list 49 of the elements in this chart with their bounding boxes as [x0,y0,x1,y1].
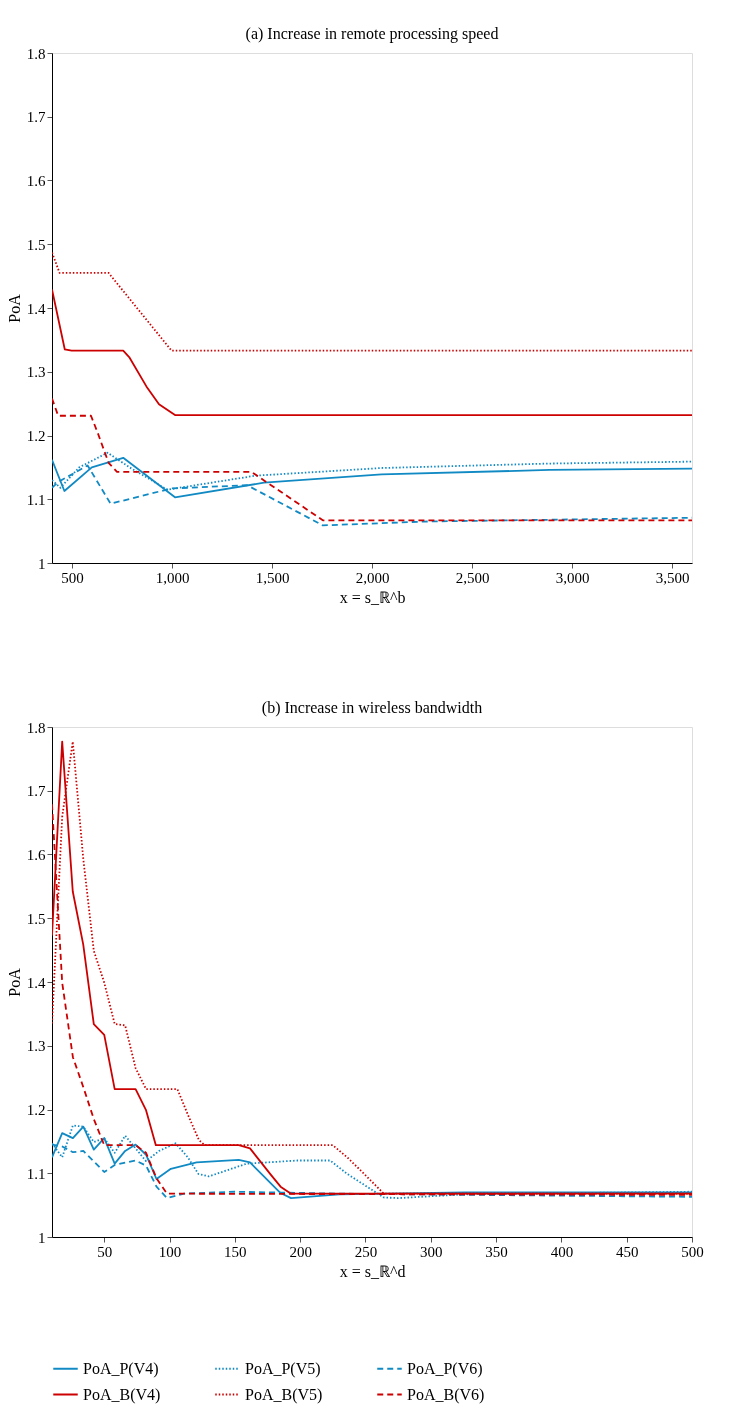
legend-label: PoA_P(V4) [83,1359,159,1378]
y-tick-label: 1.7 [26,109,46,126]
y-tick-label: 1.6 [26,173,46,189]
y-tick-label: 1 [38,555,46,572]
x-axis-title: x = s_ℝ^b [339,588,406,606]
legend-label: PoA_P(V6) [407,1359,483,1378]
y-tick-label: 1.5 [26,910,46,927]
legend-label: PoA_B(V6) [407,1385,485,1404]
x-tick-label: 500 [61,569,84,586]
x-tick-label: 3,500 [655,569,690,586]
x-tick-label: 500 [681,1243,704,1260]
x-tick-label: 200 [289,1243,312,1260]
x-tick-label: 100 [158,1243,182,1260]
y-tick-label: 1.1 [26,491,46,508]
x-tick-label: 150 [224,1243,247,1260]
y-tick-label: 1.7 [26,783,46,800]
y-tick-label: 1.8 [26,719,46,736]
y-axis-title: PoA [5,293,23,323]
x-tick-label: 350 [485,1243,508,1260]
y-axis-title: PoA [5,967,23,997]
x-axis-title: x = s_ℝ^d [339,1262,406,1280]
y-tick-label: 1.6 [26,847,46,863]
line-series [52,288,692,416]
y-tick-label: 1.1 [26,1165,46,1182]
y-tick-label: 1.2 [26,428,46,444]
x-tick-label: 50 [97,1243,113,1260]
y-tick-label: 1.3 [26,1038,46,1055]
y-tick-label: 1.5 [26,236,46,253]
chart-title: (a) Increase in remote processing speed [245,25,499,43]
legend-label: PoA_B(V5) [245,1385,323,1404]
y-tick-label: 1.8 [26,45,46,62]
y-tick-label: 1.2 [26,1102,46,1118]
x-tick-label: 450 [615,1243,639,1260]
chart-title: (b) Increase in wireless bandwidth [261,699,483,717]
line-series [52,397,692,522]
x-tick-label: 1,000 [155,569,190,586]
y-tick-label: 1.3 [26,364,46,381]
legend-label: PoA_P(V5) [245,1359,321,1378]
x-tick-label: 250 [354,1243,378,1260]
y-tick-label: 1.4 [26,974,46,991]
x-tick-label: 300 [420,1243,443,1260]
x-tick-label: 2,000 [355,569,390,586]
y-tick-label: 1 [38,1229,46,1246]
x-tick-label: 3,000 [555,569,590,586]
legend-label: PoA_B(V4) [83,1385,161,1404]
x-tick-label: 1,500 [255,569,290,586]
y-tick-label: 1.4 [26,300,46,317]
x-tick-label: 2,500 [455,569,490,586]
x-tick-label: 400 [550,1243,574,1260]
